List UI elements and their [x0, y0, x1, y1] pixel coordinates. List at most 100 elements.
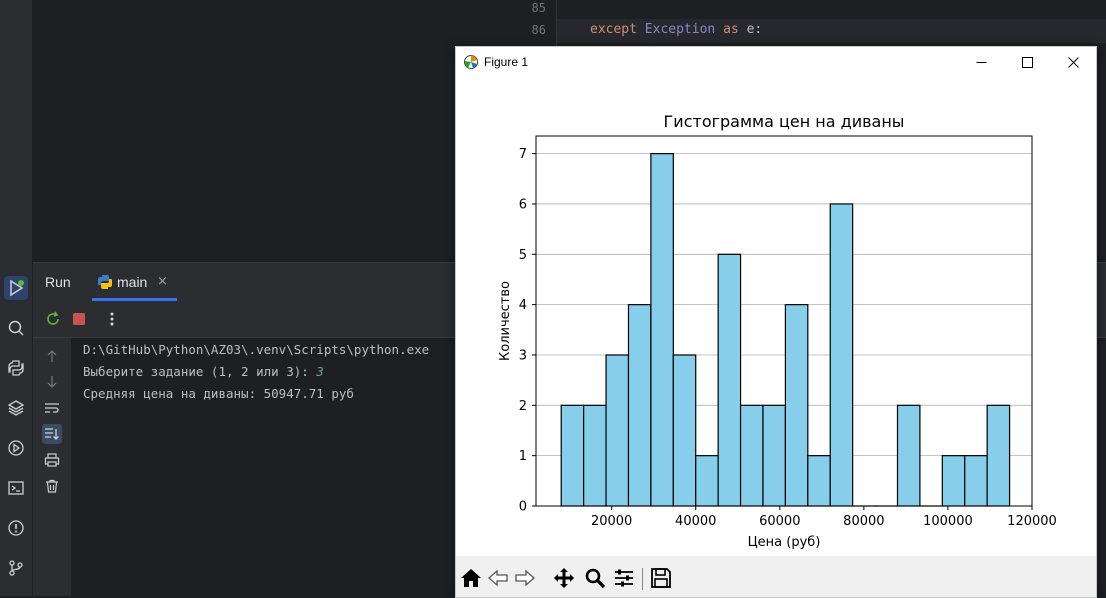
figure-window[interactable]: Figure 1 20000 40000 60000 80000 100000 12000… — [455, 46, 1097, 598]
console-prompt: Выберите задание (1, 2 или 3): — [83, 364, 316, 379]
console-text: Средняя цена на диваны: 50947.71 руб — [83, 386, 354, 401]
problems-icon[interactable] — [4, 516, 28, 540]
x-tick-label: 20000 — [591, 514, 632, 529]
y-axis-label: Количество — [498, 281, 513, 361]
scroll-to-end-icon[interactable] — [42, 424, 62, 444]
y-tick-label: 6 — [519, 197, 527, 212]
home-button[interactable] — [459, 566, 483, 590]
figure-title: Figure 1 — [484, 55, 528, 69]
pan-button[interactable] — [552, 566, 576, 590]
sliders-icon — [613, 567, 635, 589]
code-text: e: — [747, 22, 763, 37]
histogram-bar — [606, 355, 628, 506]
maximize-button[interactable] — [1004, 47, 1050, 77]
back-arrow-icon — [487, 567, 509, 589]
y-tick-label: 5 — [519, 248, 527, 263]
trash-icon[interactable] — [42, 476, 62, 496]
histogram-bar — [561, 405, 583, 506]
forward-button[interactable] — [513, 566, 537, 590]
toolbar-separator — [642, 568, 643, 590]
y-tick-label: 7 — [519, 147, 527, 162]
y-tick-label: 4 — [519, 298, 527, 313]
layers-icon[interactable] — [4, 396, 28, 420]
console-user-input: 3 — [316, 364, 324, 379]
x-tick-label: 40000 — [675, 514, 716, 529]
left-tool-rail — [0, 0, 33, 596]
code-class: Exception — [645, 22, 715, 37]
code-line-86[interactable]: except Exception as e: — [590, 22, 762, 37]
zoom-icon — [584, 567, 606, 589]
console-line: D:\GitHub\Python\AZ03\.venv\Scripts\pyth… — [83, 342, 429, 357]
console-text: D:\GitHub\Python\AZ03\.venv\Scripts\pyth… — [83, 342, 429, 357]
python-file-icon — [97, 274, 113, 294]
x-tick-label: 120000 — [1007, 514, 1057, 529]
back-button[interactable] — [486, 566, 510, 590]
forward-arrow-icon — [514, 567, 536, 589]
floppy-disk-icon — [650, 567, 672, 589]
tab-main[interactable]: main — [117, 274, 147, 290]
home-icon — [460, 567, 482, 589]
y-tick-label: 1 — [519, 449, 527, 464]
matplotlib-logo-icon — [463, 54, 479, 74]
zoom-button[interactable] — [583, 566, 607, 590]
chart-title: Гистограмма цен на диваны — [664, 112, 905, 131]
git-icon[interactable] — [4, 556, 28, 580]
console-side-toolbar — [33, 338, 71, 596]
close-button[interactable] — [1050, 47, 1096, 77]
histogram-bar — [763, 405, 785, 506]
figure-navigation-toolbar — [456, 556, 1096, 597]
line-number: 86 — [532, 23, 546, 37]
x-tick-label: 100000 — [923, 514, 973, 529]
histogram-chart: 20000 40000 60000 80000 100000 120000 0 1 2 3 4 5 6 7… — [456, 77, 1096, 556]
run-panel-title: Run — [45, 274, 71, 290]
arrow-up-icon[interactable] — [42, 346, 62, 366]
y-tick-label: 2 — [519, 399, 527, 414]
maximize-icon — [1022, 57, 1033, 68]
histogram-bar — [651, 154, 673, 506]
y-tick-label: 3 — [519, 348, 527, 363]
configure-subplots-button[interactable] — [612, 566, 636, 590]
histogram-bar — [741, 405, 763, 506]
x-tick-label: 80000 — [843, 514, 884, 529]
histogram-bar — [830, 204, 852, 506]
console-line: Средняя цена на диваны: 50947.71 руб — [83, 386, 354, 401]
histogram-bar — [808, 456, 830, 506]
histogram-bar — [965, 456, 987, 506]
figure-canvas[interactable]: 20000 40000 60000 80000 100000 120000 0 1 2 3 4 5 6 7… — [456, 77, 1096, 556]
histogram-bar — [584, 405, 606, 506]
x-tick-label: 60000 — [759, 514, 800, 529]
arrow-down-icon[interactable] — [42, 372, 62, 392]
console-line: Выберите задание (1, 2 или 3): 3 — [83, 364, 324, 379]
y-tick-label: 0 — [519, 500, 527, 515]
figure-titlebar[interactable]: Figure 1 — [456, 47, 1096, 77]
services-icon[interactable] — [4, 436, 28, 460]
save-button[interactable] — [649, 566, 673, 590]
run-tool-icon[interactable] — [4, 276, 28, 300]
histogram-bar — [696, 456, 718, 506]
histogram-bar — [673, 355, 695, 506]
close-icon — [1068, 57, 1079, 68]
histogram-bar — [718, 254, 740, 506]
print-icon[interactable] — [42, 450, 62, 470]
tab-close-icon[interactable]: × — [157, 274, 168, 289]
move-icon — [553, 567, 575, 589]
rerun-icon[interactable] — [43, 309, 63, 329]
histogram-bar — [628, 305, 650, 506]
code-keyword: except — [590, 22, 637, 37]
stop-icon[interactable] — [69, 309, 89, 329]
soft-wrap-icon[interactable] — [42, 398, 62, 418]
terminal-icon[interactable] — [4, 476, 28, 500]
minimize-icon — [976, 57, 987, 68]
code-keyword: as — [723, 22, 739, 37]
search-icon[interactable] — [4, 316, 28, 340]
editor-gutter: 85 86 — [488, 0, 557, 50]
histogram-bar — [942, 456, 964, 506]
more-options-icon[interactable] — [102, 309, 122, 329]
python-console-icon[interactable] — [4, 356, 28, 380]
histogram-bar — [785, 305, 807, 506]
x-axis-label: Цена (руб) — [748, 535, 821, 550]
histogram-bar — [897, 405, 919, 506]
histogram-bar — [987, 405, 1009, 506]
line-number: 85 — [532, 1, 546, 15]
minimize-button[interactable] — [958, 47, 1004, 77]
